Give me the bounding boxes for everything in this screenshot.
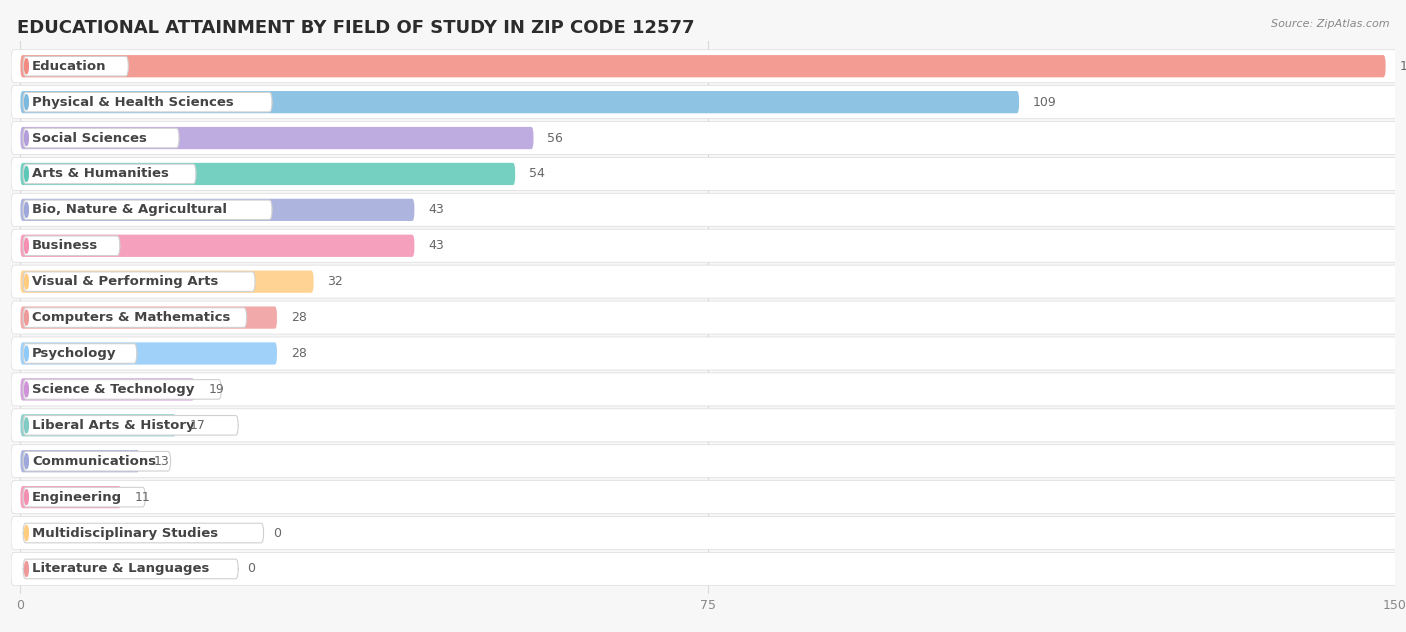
FancyBboxPatch shape	[11, 445, 1405, 478]
FancyBboxPatch shape	[11, 337, 1405, 370]
FancyBboxPatch shape	[22, 200, 271, 220]
FancyBboxPatch shape	[21, 163, 515, 185]
FancyBboxPatch shape	[22, 308, 246, 327]
FancyBboxPatch shape	[22, 272, 254, 291]
FancyBboxPatch shape	[21, 127, 533, 149]
FancyBboxPatch shape	[22, 236, 120, 255]
FancyBboxPatch shape	[22, 164, 195, 184]
FancyBboxPatch shape	[22, 451, 170, 471]
Text: Engineering: Engineering	[32, 490, 122, 504]
FancyBboxPatch shape	[22, 559, 238, 579]
Circle shape	[24, 382, 28, 397]
FancyBboxPatch shape	[11, 552, 1405, 585]
FancyBboxPatch shape	[11, 373, 1405, 406]
Text: Communications: Communications	[32, 454, 156, 468]
Text: 11: 11	[135, 490, 150, 504]
Text: Social Sciences: Social Sciences	[32, 131, 146, 145]
FancyBboxPatch shape	[22, 523, 263, 543]
Text: 149: 149	[1399, 59, 1406, 73]
FancyBboxPatch shape	[22, 344, 136, 363]
Text: Source: ZipAtlas.com: Source: ZipAtlas.com	[1271, 19, 1389, 29]
Circle shape	[24, 202, 28, 217]
Circle shape	[24, 418, 28, 433]
FancyBboxPatch shape	[11, 265, 1405, 298]
FancyBboxPatch shape	[11, 516, 1405, 550]
FancyBboxPatch shape	[21, 414, 176, 437]
FancyBboxPatch shape	[21, 379, 194, 401]
Text: Literature & Languages: Literature & Languages	[32, 562, 209, 576]
FancyBboxPatch shape	[11, 157, 1405, 190]
Text: Education: Education	[32, 59, 107, 73]
FancyBboxPatch shape	[11, 85, 1405, 119]
Circle shape	[24, 310, 28, 325]
Circle shape	[24, 490, 28, 504]
Text: 43: 43	[429, 240, 444, 252]
FancyBboxPatch shape	[11, 229, 1405, 262]
FancyBboxPatch shape	[21, 486, 121, 508]
Text: 32: 32	[328, 275, 343, 288]
Circle shape	[24, 274, 28, 289]
FancyBboxPatch shape	[22, 92, 271, 112]
FancyBboxPatch shape	[21, 91, 1019, 113]
Text: Computers & Mathematics: Computers & Mathematics	[32, 311, 231, 324]
FancyBboxPatch shape	[21, 270, 314, 293]
Circle shape	[24, 166, 28, 181]
Text: Multidisciplinary Studies: Multidisciplinary Studies	[32, 526, 218, 540]
Circle shape	[24, 238, 28, 253]
Text: Psychology: Psychology	[32, 347, 117, 360]
FancyBboxPatch shape	[22, 128, 179, 148]
Text: Science & Technology: Science & Technology	[32, 383, 194, 396]
FancyBboxPatch shape	[21, 343, 277, 365]
FancyBboxPatch shape	[22, 487, 145, 507]
Text: 17: 17	[190, 419, 205, 432]
Circle shape	[24, 95, 28, 109]
Circle shape	[24, 561, 28, 576]
Text: Arts & Humanities: Arts & Humanities	[32, 167, 169, 181]
Text: Physical & Health Sciences: Physical & Health Sciences	[32, 95, 233, 109]
Text: 28: 28	[291, 311, 307, 324]
Text: 109: 109	[1033, 95, 1056, 109]
Text: 56: 56	[547, 131, 564, 145]
FancyBboxPatch shape	[11, 480, 1405, 514]
FancyBboxPatch shape	[21, 307, 277, 329]
FancyBboxPatch shape	[22, 415, 238, 435]
Text: 54: 54	[529, 167, 544, 181]
Text: 28: 28	[291, 347, 307, 360]
Circle shape	[24, 526, 28, 540]
FancyBboxPatch shape	[11, 409, 1405, 442]
Text: Liberal Arts & History: Liberal Arts & History	[32, 419, 194, 432]
Circle shape	[24, 454, 28, 469]
Text: 13: 13	[153, 454, 169, 468]
FancyBboxPatch shape	[22, 56, 128, 76]
Text: Business: Business	[32, 240, 98, 252]
FancyBboxPatch shape	[21, 55, 1385, 77]
FancyBboxPatch shape	[22, 380, 221, 399]
Text: 0: 0	[247, 562, 256, 576]
Circle shape	[24, 346, 28, 361]
FancyBboxPatch shape	[21, 450, 139, 472]
FancyBboxPatch shape	[21, 198, 415, 221]
Text: EDUCATIONAL ATTAINMENT BY FIELD OF STUDY IN ZIP CODE 12577: EDUCATIONAL ATTAINMENT BY FIELD OF STUDY…	[17, 19, 695, 37]
FancyBboxPatch shape	[11, 301, 1405, 334]
Text: 0: 0	[273, 526, 281, 540]
FancyBboxPatch shape	[11, 193, 1405, 226]
Text: 19: 19	[208, 383, 224, 396]
Text: Visual & Performing Arts: Visual & Performing Arts	[32, 275, 218, 288]
Text: 43: 43	[429, 204, 444, 216]
Circle shape	[24, 131, 28, 145]
Circle shape	[24, 59, 28, 74]
FancyBboxPatch shape	[11, 50, 1405, 83]
Text: Bio, Nature & Agricultural: Bio, Nature & Agricultural	[32, 204, 226, 216]
FancyBboxPatch shape	[21, 234, 415, 257]
FancyBboxPatch shape	[11, 121, 1405, 155]
